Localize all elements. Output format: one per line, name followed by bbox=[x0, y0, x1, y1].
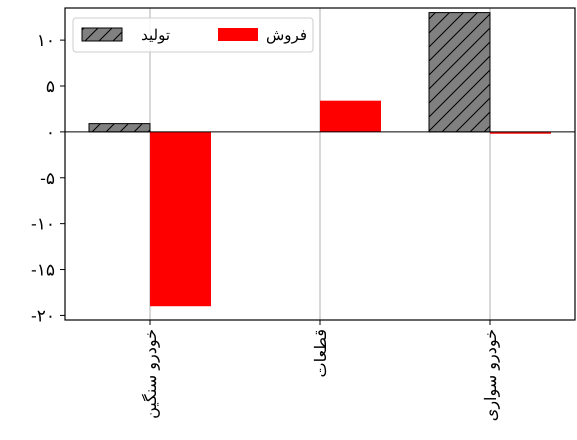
bar-production-2 bbox=[428, 12, 491, 133]
y-tick-label: ۱۰ bbox=[37, 31, 55, 51]
y-tick-label: -۱۰ bbox=[31, 215, 55, 235]
y-tick-label: -۱۵ bbox=[31, 261, 55, 281]
y-tick-label: -۵ bbox=[40, 169, 55, 189]
y-tick-label: -۲۰ bbox=[31, 306, 55, 326]
x-tick-label: قطعات bbox=[311, 329, 330, 377]
bar-sales-1 bbox=[320, 100, 381, 132]
axes-layer: ۱۰ ۵ ۰ -۵ -۱۰ -۱۵ -۲۰ خودرو سنگین قطعات خودرو سوا… bbox=[31, 7, 576, 421]
bar-sales-2 bbox=[490, 131, 551, 134]
x-tick-label: خودرو سواری bbox=[481, 329, 500, 421]
x-tick-label: خودرو سنگین bbox=[141, 329, 160, 419]
bar-production-0 bbox=[88, 123, 151, 133]
legend-box bbox=[72, 17, 314, 53]
bar-sales-0 bbox=[150, 131, 211, 307]
legend-swatch-production bbox=[81, 27, 123, 42]
legend-label-sales: فروش bbox=[266, 26, 307, 44]
bars-layer bbox=[88, 12, 551, 307]
legend-swatch-sales bbox=[218, 28, 258, 41]
legend: تولید فروش bbox=[72, 17, 314, 53]
y-tick-label: ۵ bbox=[46, 77, 55, 97]
y-tick-label: ۰ bbox=[46, 123, 55, 143]
legend-label-production: تولید bbox=[141, 26, 170, 44]
